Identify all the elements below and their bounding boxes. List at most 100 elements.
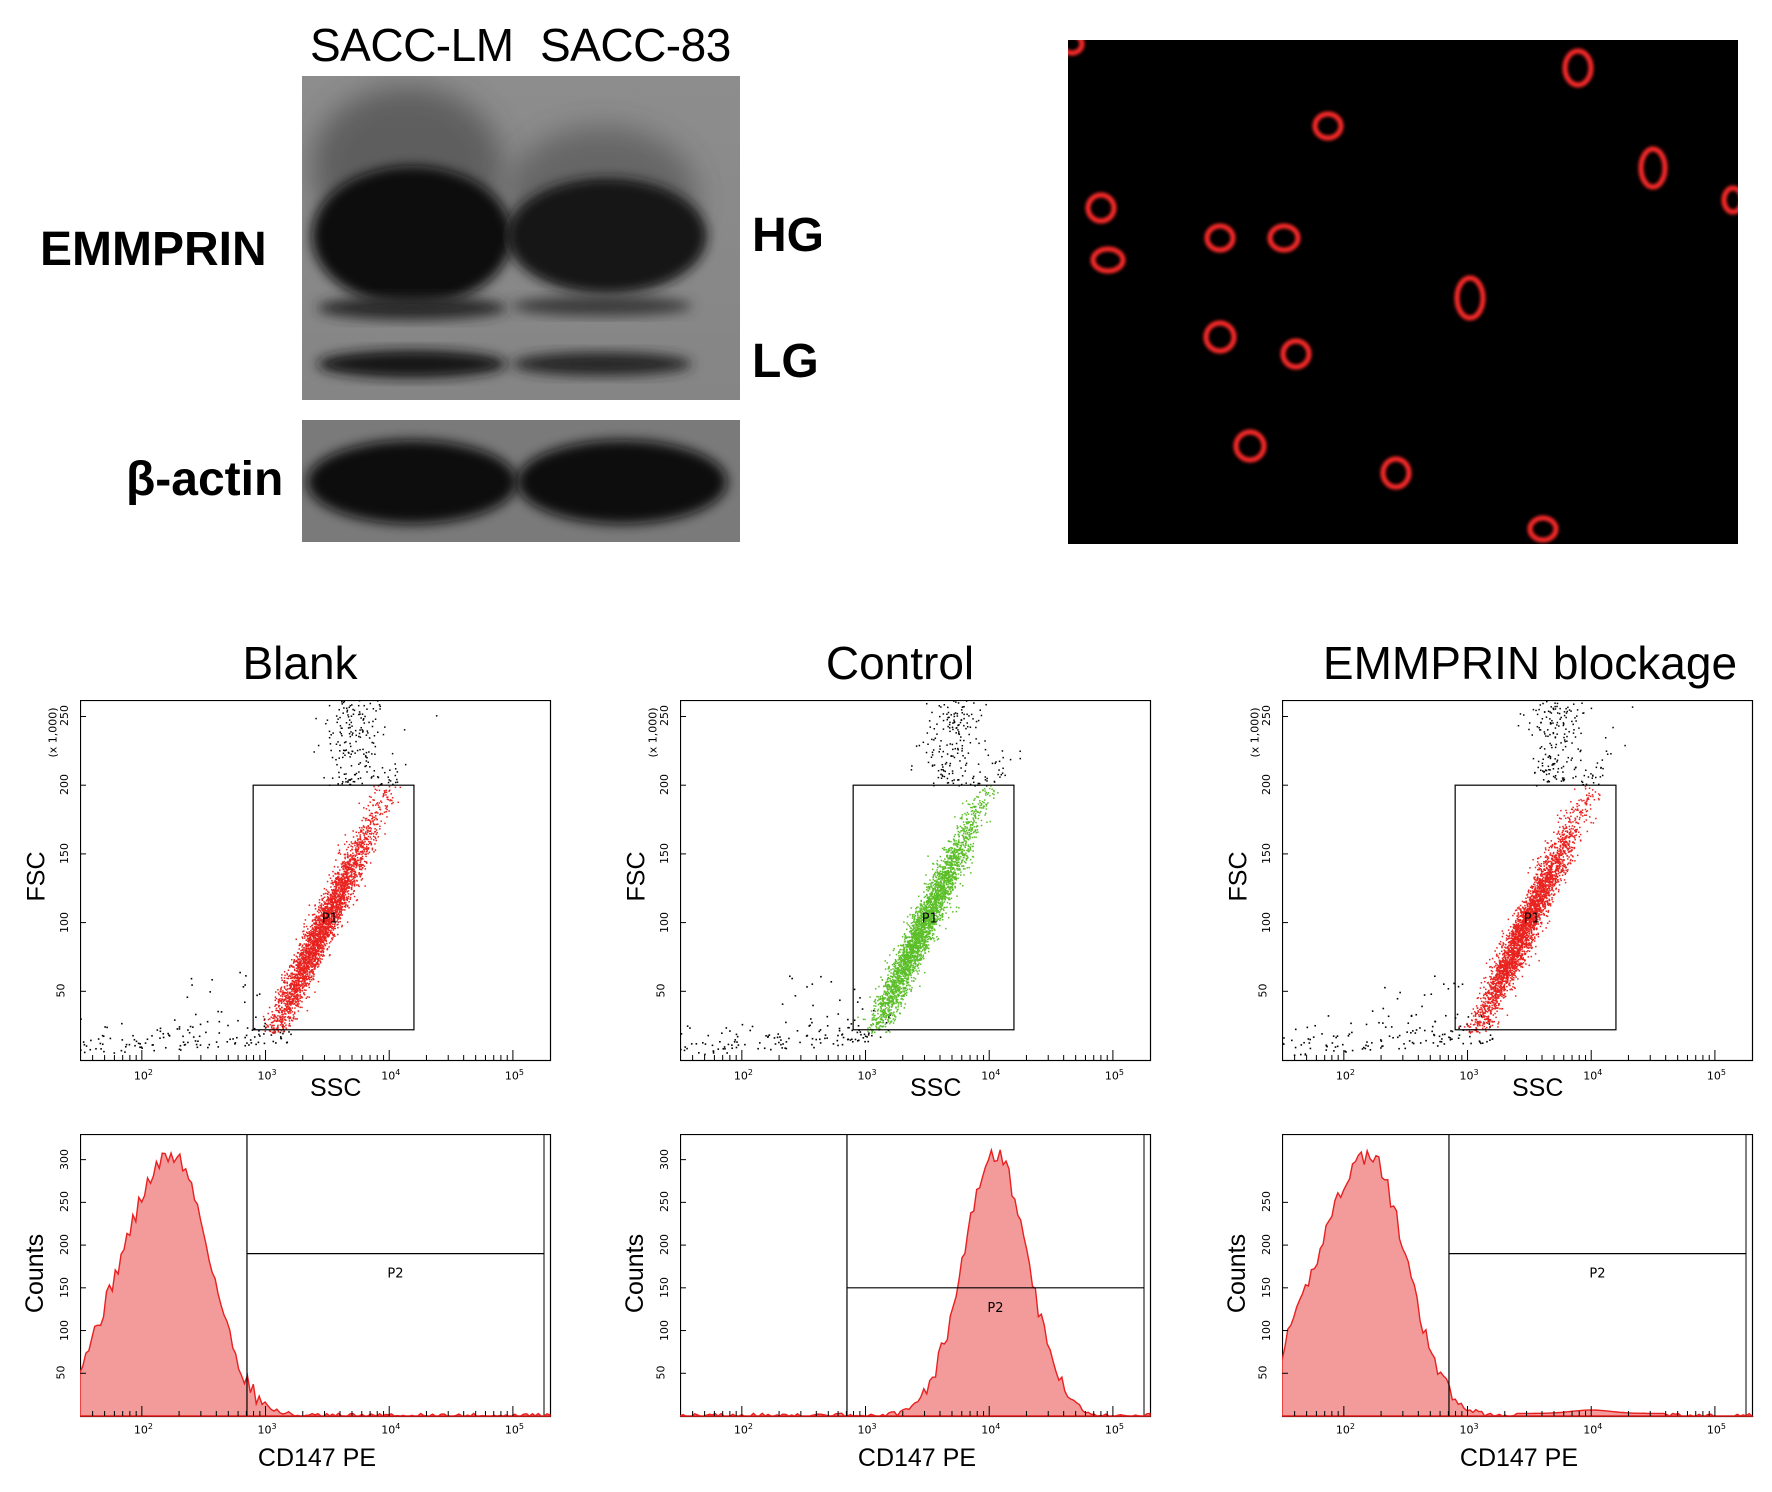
histogram-y-axis-label: Counts <box>21 1233 50 1314</box>
scatter-x-axis-label: SSC <box>910 1074 962 1102</box>
gate-p1-2 <box>1454 784 1617 1031</box>
histogram-y-axis-label: Counts <box>1223 1233 1252 1314</box>
emmprin-label: EMMPRIN <box>40 223 267 276</box>
histogram-x-axis-label: CD147 PE <box>857 1444 977 1472</box>
histogram-x-tick-label: 104 <box>381 1422 401 1437</box>
histogram-area-1 <box>680 1147 1151 1418</box>
histogram-x-tick-label: 103 <box>1459 1422 1479 1437</box>
scatter-y-multiplier: (x 1,000) <box>646 707 660 758</box>
histogram-y-tick-label: 300 <box>658 1148 671 1170</box>
histogram-1: P2 <box>680 1134 1152 1418</box>
histogram-x-tick-label: 105 <box>1706 1422 1726 1437</box>
scatter-x-tick-label: 104 <box>1583 1068 1603 1083</box>
lane2-mid-band <box>512 296 692 316</box>
lane-label-sacc-lm: SACC-LM <box>310 19 514 71</box>
scatter-y-tick-label: 100 <box>58 911 71 933</box>
fluorescent-cell <box>1267 223 1301 253</box>
histogram-y-tick-label: 50 <box>54 1365 68 1380</box>
histogram-y-tick-label: 150 <box>58 1276 71 1298</box>
histogram-y-axis-label: Counts <box>621 1233 650 1314</box>
scatter-plot-1: P1 <box>680 700 1152 1062</box>
lg-band-label: LG <box>752 335 819 388</box>
lane-label-sacc-83: SACC-83 <box>540 19 731 71</box>
beta-actin-blot <box>302 420 740 542</box>
histogram-x-tick-label: 105 <box>504 1422 524 1437</box>
scatter-x-tick-label: 105 <box>1706 1068 1726 1083</box>
histogram-y-tick-label: 300 <box>58 1148 71 1170</box>
scatter-y-tick-label: 250 <box>658 705 671 727</box>
histogram-y-tick-label: 250 <box>58 1191 71 1213</box>
fluorescent-cell <box>1068 40 1085 56</box>
scatter-x-tick-label: 103 <box>857 1068 877 1083</box>
gate-label-p1: P1 <box>922 912 938 927</box>
fluorescent-cell <box>1203 320 1237 354</box>
scatter-y-axis-label: FSC <box>622 851 651 902</box>
scatter-y-multiplier: (x 1,000) <box>1248 707 1262 758</box>
gate-label-p1: P1 <box>1524 912 1540 927</box>
histogram-y-tick-label: 200 <box>1260 1234 1273 1256</box>
histogram-y-tick-label: 100 <box>1260 1319 1273 1341</box>
scatter-y-tick-label: 100 <box>1260 911 1273 933</box>
scatter-y-tick-label: 200 <box>658 774 671 796</box>
lane2-hg-band <box>507 178 707 294</box>
scatter-y-tick-label: 150 <box>1260 842 1273 864</box>
gate-p1-1 <box>852 784 1015 1031</box>
histogram-y-tick-label: 150 <box>1260 1276 1273 1298</box>
histogram-y-tick-label: 100 <box>658 1319 671 1341</box>
histogram-x-tick-label: 102 <box>1335 1422 1355 1437</box>
fluorescent-cell <box>1233 429 1267 463</box>
gate-label-p2: P2 <box>987 1301 1003 1316</box>
scatter-x-tick-label: 102 <box>733 1068 753 1083</box>
fluorescent-cell <box>1085 192 1117 224</box>
scatter-y-tick-label: 50 <box>654 983 668 998</box>
lane1-lg-band <box>317 350 507 378</box>
scatter-dots-2 <box>1282 700 1634 1057</box>
immunofluorescence-image <box>1068 40 1738 544</box>
scatter-dots-1 <box>680 700 1021 1056</box>
histogram-area-2 <box>1282 1148 1754 1417</box>
scatter-y-tick-label: 100 <box>658 911 671 933</box>
gate-label-p2: P2 <box>1589 1267 1605 1282</box>
histogram-x-axis-label: CD147 PE <box>1459 1444 1579 1472</box>
lane1-actin-band <box>307 440 517 524</box>
scatter-x-axis-label: SSC <box>1512 1074 1564 1102</box>
fluorescent-cell <box>1721 185 1738 215</box>
scatter-y-tick-label: 150 <box>658 842 671 864</box>
scatter-plot-2: P1 <box>1282 700 1754 1062</box>
gate-label-p2: P2 <box>387 1267 403 1282</box>
histogram-x-tick-label: 104 <box>981 1422 1001 1437</box>
histogram-y-tick-label: 50 <box>1256 1365 1270 1380</box>
scatter-dots-0 <box>80 700 438 1054</box>
fluorescent-cell <box>1312 111 1344 141</box>
panel-title-0: Blank <box>242 637 358 689</box>
scatter-y-tick-label: 200 <box>58 774 71 796</box>
scatter-x-tick-label: 103 <box>1459 1068 1479 1083</box>
histogram-y-tick-label: 250 <box>1260 1191 1273 1213</box>
lane1-hg-band <box>312 166 512 306</box>
scatter-x-tick-label: 102 <box>133 1068 153 1083</box>
emmprin-blot <box>302 76 740 400</box>
scatter-y-tick-label: 250 <box>58 705 71 727</box>
scatter-x-tick-label: 105 <box>1104 1068 1124 1083</box>
lane2-actin-band <box>517 440 727 524</box>
scatter-x-tick-label: 103 <box>257 1068 277 1083</box>
scatter-y-tick-label: 250 <box>1260 705 1273 727</box>
histogram-y-tick-label: 50 <box>654 1365 668 1380</box>
histogram-0: P2 <box>80 1134 552 1418</box>
fluorescent-cell <box>1090 246 1126 274</box>
scatter-plot-0: P1 <box>80 700 552 1062</box>
histogram-y-tick-label: 200 <box>58 1234 71 1256</box>
scatter-y-tick-label: 150 <box>58 842 71 864</box>
scatter-x-tick-label: 104 <box>381 1068 401 1083</box>
fluorescent-cell <box>1204 223 1236 253</box>
fluorescent-cell <box>1280 338 1312 370</box>
scatter-x-tick-label: 104 <box>981 1068 1001 1083</box>
fluorescent-cell <box>1380 456 1412 490</box>
panel-title-2: EMMPRIN blockage <box>1322 637 1738 689</box>
histogram-x-tick-label: 102 <box>133 1422 153 1437</box>
histogram-y-tick-label: 250 <box>658 1191 671 1213</box>
scatter-y-tick-label: 50 <box>1256 983 1270 998</box>
histogram-x-tick-label: 102 <box>733 1422 753 1437</box>
gate-label-p1: P1 <box>322 912 338 927</box>
lane2-lg-band <box>512 352 692 376</box>
